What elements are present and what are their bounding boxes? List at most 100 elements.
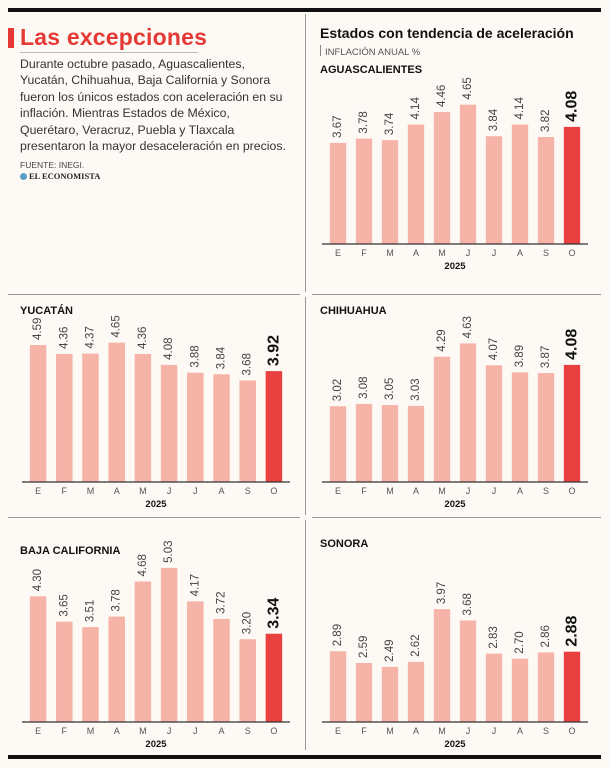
data-label: 5.03 (163, 540, 175, 562)
data-label: 2.59 (358, 636, 370, 658)
chart-svg: 3.02 E 3.08 F 3.05 M 3.03 A 4.29 M 4.63 J 4.07 J 3.89 A… (322, 316, 588, 510)
data-label: 3.87 (540, 346, 552, 368)
data-label: 4.08 (163, 337, 175, 359)
bar (459, 620, 477, 722)
bar (160, 364, 178, 482)
divider-horizontal-left-1 (8, 294, 300, 295)
tick-label: A (413, 486, 419, 496)
data-label: 3.65 (58, 594, 70, 616)
bottom-rule (8, 755, 601, 759)
title-underline (20, 52, 198, 53)
tick-label: O (270, 486, 277, 496)
data-label: 4.17 (189, 574, 201, 596)
data-label: 4.08 (564, 329, 581, 360)
tick-label: E (35, 486, 41, 496)
tick-label: J (492, 486, 497, 496)
tick-label: M (87, 486, 95, 496)
tick-label: A (517, 726, 523, 736)
bar (82, 627, 99, 722)
bar (485, 136, 503, 244)
bar (329, 406, 347, 482)
data-label: 4.08 (564, 91, 581, 122)
tick-label: S (543, 248, 549, 258)
data-label: 3.78 (358, 111, 370, 133)
tick-label: A (517, 248, 523, 258)
data-label: 3.68 (242, 353, 254, 375)
tick-label: J (193, 486, 198, 496)
bar (381, 666, 399, 722)
tick-label: J (167, 486, 172, 496)
bar (485, 653, 503, 722)
bar (29, 344, 47, 482)
tick-label: M (386, 248, 394, 258)
chart-svg: 3.67 E 3.78 F 3.74 M 4.14 A 4.46 M 4.65 J 3.84 J 4.14 A… (322, 77, 588, 272)
bar (355, 662, 373, 722)
bar-highlight (563, 651, 581, 722)
bar (134, 581, 152, 722)
bar-highlight (563, 364, 581, 482)
data-label: 3.97 (436, 582, 448, 604)
tick-label: J (492, 726, 497, 736)
tick-label: J (466, 248, 471, 258)
subtitle-pipe (320, 45, 321, 56)
bar (239, 639, 256, 722)
chart-state-title: SONORA (320, 538, 369, 550)
brand-name: EL ECONOMISTA (29, 171, 101, 181)
bar (355, 403, 373, 482)
bar (355, 138, 373, 244)
bar (108, 342, 125, 482)
chart-state-title: YUCATÁN (20, 305, 73, 317)
source-note: FUENTE: INEGI. (20, 160, 85, 170)
data-label: 3.05 (384, 378, 396, 400)
data-label: 3.72 (216, 592, 228, 614)
tick-label: A (413, 248, 419, 258)
tick-label: S (245, 726, 251, 736)
data-label: 4.30 (32, 569, 44, 591)
bar (239, 380, 256, 482)
data-label: 4.37 (85, 326, 97, 348)
bar (160, 567, 178, 722)
tick-label: E (335, 486, 341, 496)
data-label: 3.82 (540, 110, 552, 132)
divider-vertical-bottom (305, 520, 306, 750)
subtitle-text: INFLACIÓN ANUAL % (325, 47, 421, 58)
tick-label: F (62, 726, 68, 736)
bar (187, 372, 204, 482)
data-label: 4.63 (462, 316, 474, 338)
chart-state-title: BAJA CALIFORNIA (20, 545, 121, 557)
bar (407, 405, 425, 482)
bar (537, 373, 555, 482)
bar-highlight (265, 371, 283, 482)
data-label: 3.08 (358, 376, 370, 398)
bar (485, 365, 503, 482)
title-accent-bar (8, 28, 14, 48)
tick-label: O (568, 486, 575, 496)
data-label: 4.29 (436, 329, 448, 351)
data-label: 3.78 (111, 589, 123, 611)
bar (329, 142, 347, 244)
tick-label: J (466, 486, 471, 496)
chart-svg: 4.59 E 4.36 F 4.37 M 4.65 A 4.36 M 4.08 J 3.88 J 3.84 A… (22, 315, 290, 510)
bar (511, 658, 529, 722)
tick-label: A (114, 486, 120, 496)
bar (433, 609, 451, 722)
tick-label: J (193, 726, 198, 736)
bar-highlight (563, 126, 581, 244)
intro-text: Durante octubre pasado, Aguascalientes, … (20, 57, 286, 154)
tick-label: M (139, 486, 147, 496)
data-label: 3.84 (216, 346, 228, 369)
bar (537, 137, 555, 244)
data-label: 2.83 (488, 626, 500, 648)
data-label: 3.68 (462, 593, 474, 615)
chart-state-title: CHIHUAHUA (320, 305, 387, 317)
x-axis-label: 2025 (444, 499, 466, 510)
bar (213, 618, 230, 722)
bar (56, 621, 73, 722)
data-label: 4.46 (436, 85, 448, 107)
data-label: 3.67 (332, 115, 344, 137)
chart-chihuahua: CHIHUAHUA 3.02 E 3.08 F 3.05 M 3.03 A 4.29 M 4.63 J… (320, 305, 590, 512)
data-label: 4.68 (137, 554, 149, 576)
tick-label: M (438, 248, 446, 258)
data-label: 2.49 (384, 639, 396, 661)
tick-label: O (270, 726, 277, 736)
